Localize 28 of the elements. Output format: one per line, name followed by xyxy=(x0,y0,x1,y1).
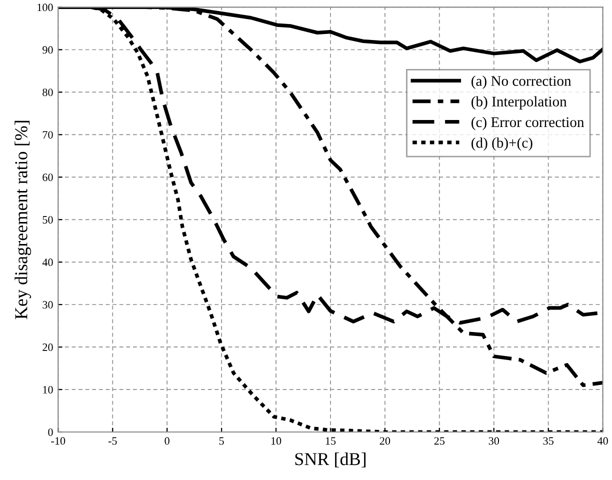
y-tick-label: 60 xyxy=(42,174,53,182)
x-axis-title: SNR [dB] xyxy=(295,452,366,468)
y-tick-label: 100 xyxy=(38,4,53,12)
x-tick-label: 15 xyxy=(326,437,336,445)
y-tick-label: 50 xyxy=(42,216,53,224)
y-tick-label: 40 xyxy=(42,258,53,266)
y-tick-label: 10 xyxy=(43,386,53,394)
y-tick-label: 90 xyxy=(42,46,53,54)
x-tick-label: -10 xyxy=(51,437,66,445)
x-tick-label: 35 xyxy=(543,437,554,445)
x-tick-label: 0 xyxy=(164,437,170,445)
legend-label: (a) No correction xyxy=(472,76,572,89)
y-tick-label: 30 xyxy=(42,301,53,309)
x-tick-label: 30 xyxy=(488,437,500,445)
legend-label: (c) Error correction xyxy=(472,116,584,130)
legend-label: (d) (b)+(c) xyxy=(472,137,532,151)
x-tick-label: -5 xyxy=(108,437,117,445)
y-tick-label: 80 xyxy=(42,88,53,96)
x-tick-label: 5 xyxy=(219,437,224,445)
legend-label: (b) Interpolation xyxy=(472,96,567,110)
y-axis-title: Key disagreement ratio [%] xyxy=(14,120,32,320)
y-tick-label: 0 xyxy=(48,428,53,436)
x-tick-label: 20 xyxy=(380,437,390,445)
x-tick-label: 40 xyxy=(597,437,608,445)
y-tick-label: 70 xyxy=(42,131,53,139)
y-tick-label: 20 xyxy=(42,344,53,352)
x-tick-label: 25 xyxy=(434,437,445,445)
x-tick-label: 10 xyxy=(271,437,282,445)
